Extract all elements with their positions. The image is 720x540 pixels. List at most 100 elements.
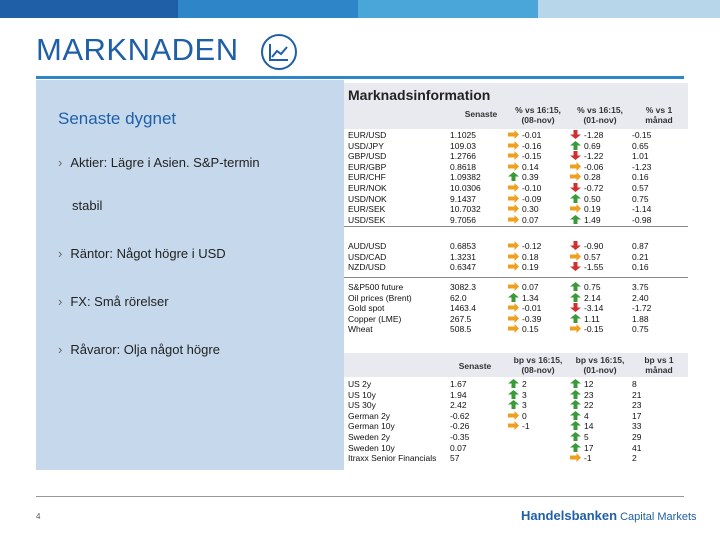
header-col3: % vs 1 månad: [632, 105, 686, 125]
arrow-right-icon: [508, 303, 519, 313]
row-change-month: 0.65: [632, 140, 649, 151]
bond-header-col1: bp vs 16:15, (08-nov): [508, 355, 568, 375]
arrow-right-icon: [508, 140, 519, 150]
row-change-month: 21: [632, 389, 642, 400]
row-name: Copper (LME): [348, 313, 402, 324]
change-arrow: [570, 410, 581, 422]
arrow-up-icon: [508, 389, 519, 399]
row-change-week: 0.69: [584, 140, 601, 151]
arrow-right-icon: [508, 251, 519, 261]
arrow-right-icon: [570, 453, 581, 463]
arrow-up-icon: [570, 140, 581, 150]
row-name: Sweden 10y: [348, 442, 395, 453]
arrow-right-icon: [508, 421, 519, 431]
row-last: 57: [450, 453, 460, 464]
header-col1-line2: (08-nov): [521, 115, 555, 125]
arrow-up-icon: [570, 313, 581, 323]
table-row: EUR/USD 1.1025 -0.01 -1.28 -0.15: [344, 130, 688, 141]
row-change-month: 17: [632, 410, 642, 421]
bond-header-col3-line2: månad: [645, 365, 673, 375]
row-change-week: -0.72: [584, 183, 604, 193]
row-change-week: 1.49: [584, 214, 601, 225]
arrow-right-icon: [508, 313, 519, 323]
arrow-up-icon: [570, 410, 581, 420]
top-bar-segment: [538, 0, 720, 18]
row-last: 3082.3: [450, 282, 476, 292]
change-arrow: [508, 324, 519, 335]
arrow-right-icon: [508, 214, 519, 224]
row-change-week: -3.14: [584, 303, 604, 314]
arrow-down-icon: [570, 241, 581, 250]
change-arrow: [508, 251, 519, 263]
row-change-day: 0.30: [522, 204, 539, 215]
arrow-right-icon: [508, 262, 519, 272]
row-last: 62.0: [450, 292, 467, 303]
bullet-text: Räntor: Något högre i USD: [70, 246, 226, 261]
row-name: NZD/USD: [348, 262, 386, 273]
bullet-text: Råvaror: Olja något högre: [70, 342, 220, 357]
row-change-day: 0.39: [522, 172, 539, 183]
row-last: 1.94: [450, 389, 467, 400]
arrow-down-icon: [570, 130, 581, 139]
row-last: 9.1437: [450, 193, 476, 204]
bullet-text: Aktier: Lägre i Asien. S&P-termin: [70, 155, 260, 170]
bullet-continuation: stabil: [72, 198, 103, 213]
arrow-up-icon: [570, 389, 581, 399]
row-change-week: 23: [584, 389, 594, 400]
row-change-month: 0.87: [632, 241, 649, 251]
bullet-chevron-icon: ›: [58, 294, 63, 309]
row-change-week: -0.06: [584, 161, 604, 172]
change-arrow: [508, 204, 519, 215]
arrow-right-icon: [570, 324, 581, 334]
row-change-month: 0.16: [632, 172, 649, 183]
table-row: German 2y -0.62 0 4 17: [344, 410, 688, 422]
change-arrow: [570, 130, 581, 141]
change-arrow: [508, 140, 519, 152]
row-last: 1463.4: [450, 303, 476, 314]
change-arrow: [508, 241, 519, 252]
change-arrow: [508, 130, 519, 141]
change-arrow: [570, 161, 581, 173]
change-arrow: [508, 313, 519, 325]
top-color-bar: [0, 0, 720, 18]
row-last: 1.1025: [450, 130, 476, 140]
change-arrow: [508, 183, 519, 194]
row-change-month: 0.21: [632, 251, 649, 262]
row-change-month: 8: [632, 379, 637, 389]
row-change-day: -0.01: [522, 303, 542, 314]
arrow-down-icon: [570, 151, 581, 161]
header-col2: % vs 16:15, (01-nov): [570, 105, 630, 125]
bond-header-last: Senaste: [458, 361, 492, 371]
table-row: USD/SEK 9.7056 0.07 1.49 -0.98: [344, 214, 688, 226]
header-col2-line1: % vs 16:15,: [577, 105, 623, 115]
table-row: US 10y 1.94 3 23 21: [344, 389, 688, 401]
row-change-day: -1: [522, 421, 530, 432]
row-change-day: -0.16: [522, 140, 542, 151]
row-last: 508.5: [450, 324, 472, 335]
change-arrow: [570, 379, 581, 390]
row-change-month: 0.57: [632, 183, 649, 193]
row-name: EUR/USD: [348, 130, 387, 140]
bullet-item: › Räntor: Något högre i USD: [58, 246, 226, 261]
table-row: USD/JPY 109.03 -0.16 0.69 0.65: [344, 140, 688, 152]
row-last: 267.5: [450, 313, 472, 324]
row-name: Sweden 2y: [348, 432, 391, 442]
table-row: AUD/USD 0.6853 -0.12 -0.90 0.87: [344, 241, 688, 252]
row-name: US 2y: [348, 379, 372, 389]
table-row: USD/CAD 1.3231 0.18 0.57 0.21: [344, 251, 688, 263]
row-name: Gold spot: [348, 303, 385, 314]
row-change-month: 1.01: [632, 151, 649, 162]
row-name: AUD/USD: [348, 241, 387, 251]
row-name: USD/NOK: [348, 193, 387, 204]
row-change-week: -1.28: [584, 130, 604, 140]
row-change-day: 0.14: [522, 161, 539, 172]
change-arrow: [508, 303, 519, 314]
row-change-month: -1.23: [632, 161, 652, 172]
row-change-month: -0.98: [632, 214, 652, 225]
table-row: EUR/CHF 1.09382 0.39 0.28 0.16: [344, 172, 688, 183]
row-last: 10.7032: [450, 204, 481, 215]
row-last: 1.09382: [450, 172, 481, 183]
change-arrow: [508, 410, 519, 422]
row-change-month: 0.16: [632, 262, 649, 273]
change-arrow: [508, 282, 519, 293]
